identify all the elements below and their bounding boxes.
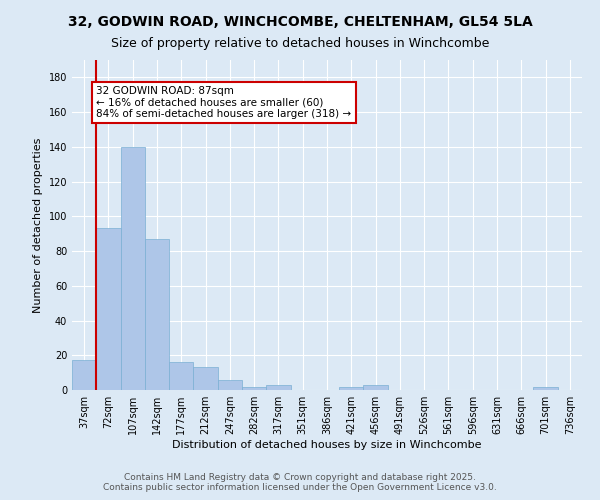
Y-axis label: Number of detached properties: Number of detached properties <box>33 138 43 312</box>
Text: 32, GODWIN ROAD, WINCHCOMBE, CHELTENHAM, GL54 5LA: 32, GODWIN ROAD, WINCHCOMBE, CHELTENHAM,… <box>68 15 532 29</box>
Bar <box>72 360 96 390</box>
X-axis label: Distribution of detached houses by size in Winchcombe: Distribution of detached houses by size … <box>172 440 482 450</box>
Bar <box>96 228 121 390</box>
Bar <box>339 386 364 390</box>
Bar <box>364 385 388 390</box>
Bar <box>218 380 242 390</box>
Bar <box>121 147 145 390</box>
Bar <box>145 239 169 390</box>
Bar <box>242 386 266 390</box>
Text: Contains HM Land Registry data © Crown copyright and database right 2025.
Contai: Contains HM Land Registry data © Crown c… <box>103 473 497 492</box>
Bar <box>193 368 218 390</box>
Text: Size of property relative to detached houses in Winchcombe: Size of property relative to detached ho… <box>111 38 489 51</box>
Text: 32 GODWIN ROAD: 87sqm
← 16% of detached houses are smaller (60)
84% of semi-deta: 32 GODWIN ROAD: 87sqm ← 16% of detached … <box>96 86 352 120</box>
Bar <box>169 362 193 390</box>
Bar <box>266 385 290 390</box>
Bar <box>533 386 558 390</box>
